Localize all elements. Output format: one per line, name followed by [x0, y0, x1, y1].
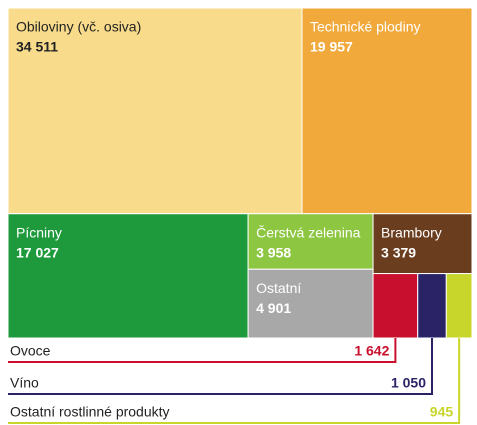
tile-value: 1 642	[354, 343, 389, 359]
tile	[417, 273, 447, 339]
tile	[445, 273, 473, 339]
tile	[7, 7, 303, 215]
leader-line	[8, 338, 397, 363]
tile-value: 4 901	[256, 300, 291, 316]
tile-label: Brambory	[381, 224, 442, 240]
tile-label: Čerstvá zelenina	[256, 224, 360, 240]
tile	[7, 213, 249, 339]
tile	[247, 213, 374, 270]
tile-value: 34 511	[16, 39, 58, 55]
tile-value: 3 958	[256, 244, 291, 260]
tile-label: Ostatní	[256, 280, 301, 296]
tile	[247, 268, 374, 339]
tile-value: 19 957	[310, 39, 353, 55]
tile-label: Technické plodiny	[310, 19, 421, 35]
tile-value: 1 050	[391, 375, 426, 391]
tile-label: Víno	[10, 375, 39, 391]
leader-line	[8, 338, 461, 424]
tile-label: Obiloviny (vč. osiva)	[16, 19, 141, 35]
tile-label: Ostatní rostlinné produkty	[10, 404, 170, 420]
tile-label: Ovoce	[10, 343, 51, 359]
tile-value: 945	[430, 404, 454, 420]
tile	[372, 273, 419, 339]
tile-value: 3 379	[381, 244, 416, 260]
tile	[301, 7, 473, 215]
tile-label: Pícniny	[16, 224, 62, 240]
tile-value: 17 027	[16, 244, 59, 260]
leader-line	[8, 338, 434, 395]
